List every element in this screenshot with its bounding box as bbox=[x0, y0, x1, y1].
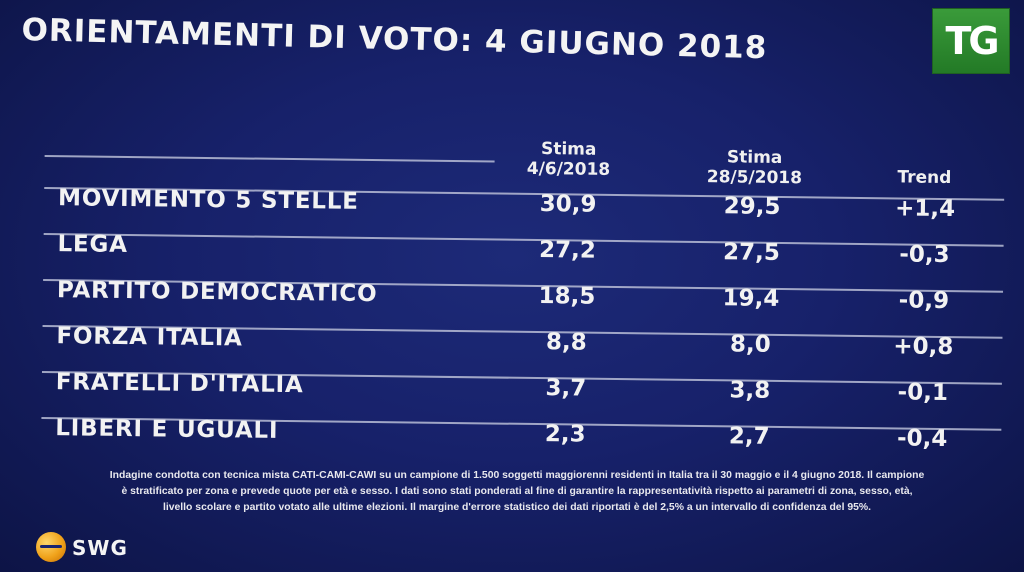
stima-previous-value: 29,5 bbox=[723, 193, 781, 220]
tg-logo: TG bbox=[932, 8, 1010, 74]
party-name: FRATELLI D'ITALIA bbox=[55, 369, 304, 399]
trend-value: -0,4 bbox=[896, 425, 948, 453]
header-stima-current: Stima 4/6/2018 bbox=[508, 139, 628, 180]
tg-logo-text: TG bbox=[945, 19, 999, 63]
stima-current-value: 2,3 bbox=[544, 421, 586, 448]
swg-logo-text: SWG bbox=[72, 536, 128, 560]
footnote-line: Indagine condotta con tecnica mista CATI… bbox=[109, 470, 925, 481]
header-stima-previous: Stima 28/5/2018 bbox=[684, 147, 824, 189]
stima-current-value: 27,2 bbox=[538, 237, 597, 264]
stima-previous-value: 8,0 bbox=[729, 331, 771, 358]
trend-value: -0,9 bbox=[898, 287, 950, 315]
trend-value: -0,1 bbox=[897, 379, 949, 407]
party-name: LIBERI E UGUALI bbox=[55, 415, 279, 444]
header-stima-current-line2: 4/6/2018 bbox=[526, 158, 611, 180]
header-stima-previous-line1: Stima bbox=[726, 147, 783, 169]
stima-current-value: 8,8 bbox=[545, 329, 587, 356]
footnote-line: è stratificato per zona e prevede quote … bbox=[121, 486, 913, 497]
trend-value: +1,4 bbox=[894, 195, 956, 223]
header-trend: Trend bbox=[897, 167, 952, 189]
stima-current-value: 30,9 bbox=[539, 191, 597, 218]
methodology-footnote: Indagine condotta con tecnica mista CATI… bbox=[52, 468, 982, 516]
party-name: LEGA bbox=[57, 231, 128, 259]
table-rule-top-left bbox=[44, 154, 495, 163]
party-name: MOVIMENTO 5 STELLE bbox=[57, 185, 359, 215]
footnote-line: livello scolare e partito votato alle ul… bbox=[162, 502, 872, 513]
stima-current-value: 18,5 bbox=[538, 283, 596, 310]
page-title: ORIENTAMENTI DI VOTO: 4 GIUGNO 2018 bbox=[21, 12, 768, 67]
stima-previous-value: 3,8 bbox=[729, 377, 771, 404]
trend-value: -0,3 bbox=[899, 241, 950, 269]
header-stima-current-line1: Stima bbox=[540, 139, 597, 160]
party-name: PARTITO DEMOCRATICO bbox=[56, 277, 378, 308]
party-name: FORZA ITALIA bbox=[56, 323, 243, 352]
globe-icon bbox=[36, 532, 66, 562]
stima-current-value: 3,7 bbox=[545, 375, 587, 402]
trend-value: +0,8 bbox=[893, 333, 954, 361]
stima-previous-value: 19,4 bbox=[722, 285, 780, 312]
poll-table: Stima 4/6/2018 Stima 28/5/2018 Trend MOV… bbox=[41, 125, 1005, 452]
stima-previous-value: 2,7 bbox=[728, 423, 770, 450]
stima-previous-value: 27,5 bbox=[722, 239, 781, 266]
